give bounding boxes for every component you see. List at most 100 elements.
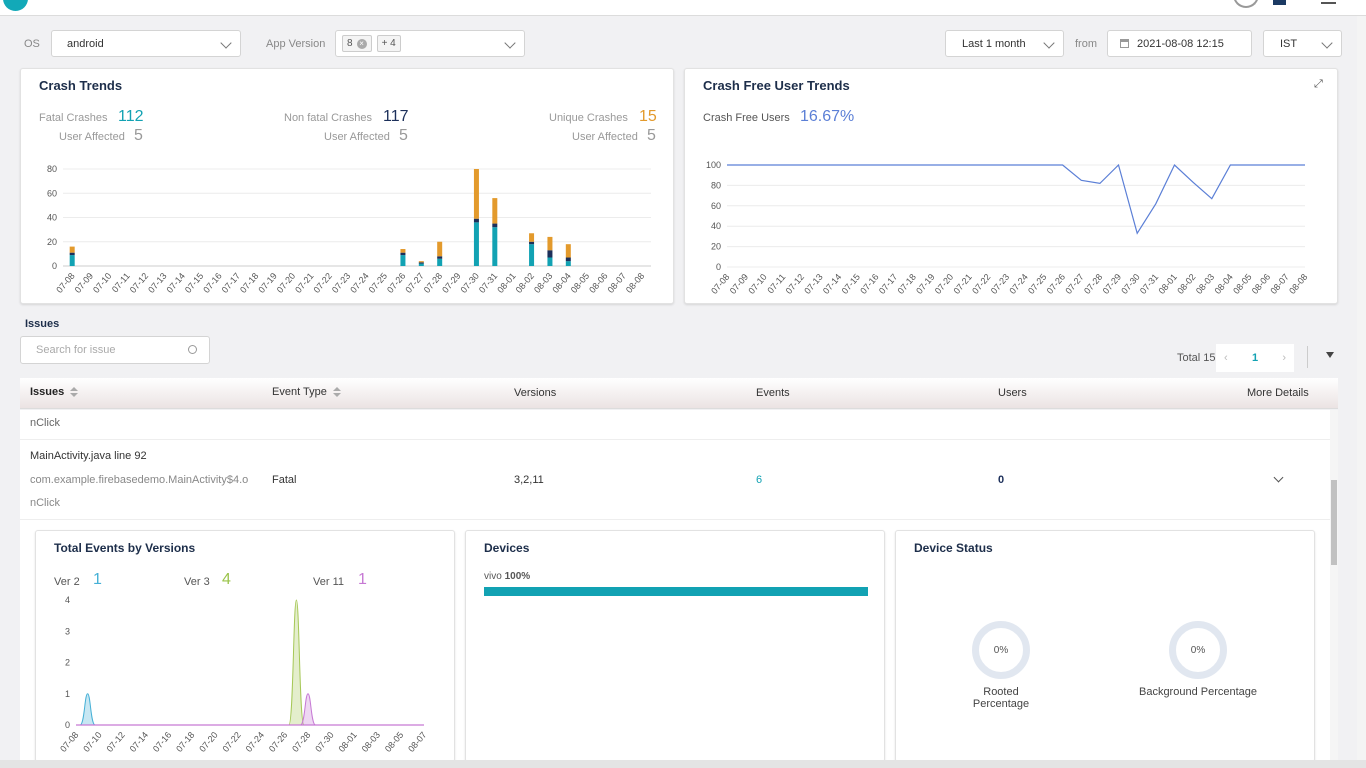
x-tick-label: 07-23 [330,271,352,295]
menu-icon[interactable] [1321,2,1336,4]
x-tick-label: 07-10 [91,271,113,295]
horizontal-scrollbar[interactable] [0,760,1366,768]
x-tick-label: 07-11 [110,271,132,295]
x-tick-label: 07-12 [128,271,150,295]
x-tick-label: 08-03 [1194,272,1216,296]
sort-icon[interactable] [70,386,79,398]
x-tick-label: 07-08 [54,271,76,295]
x-tick-label: 07-31 [477,271,499,295]
issue-search-input[interactable]: Search for issue [20,336,210,364]
x-tick-label: 07-17 [877,272,899,296]
period-select[interactable]: Last 1 month [945,30,1064,57]
x-tick-label: 07-09 [728,272,750,296]
bar-segment [437,241,443,257]
bar-segment [492,223,498,228]
x-tick-label: 07-18 [238,271,260,295]
col-event-type-label: Event Type [272,386,327,398]
bar-segment [547,257,553,266]
y-tick-label: 40 [47,213,57,223]
os-label: OS [24,38,40,50]
os-select[interactable]: android [51,30,241,57]
bar-segment [418,262,424,264]
bar-segment [69,252,75,256]
versions-card: Total Events by Versions Ver 2 1 Ver 3 4… [35,530,455,762]
x-tick-label: 07-24 [348,271,370,295]
x-tick-label: 08-05 [1231,272,1253,296]
chevron-down-icon [504,37,516,49]
x-tick-label: 07-30 [313,730,335,754]
apps-icon[interactable] [1273,0,1286,5]
table-scrollbar[interactable] [1330,410,1338,760]
from-date-input[interactable]: 2021-08-08 12:15 [1107,30,1252,57]
sort-icon[interactable] [332,386,341,398]
crash-trends-chart: 02040608007-0807-0907-1007-1107-1207-130… [47,164,651,295]
x-tick-label: 07-08 [709,272,731,296]
y-tick-label: 3 [65,626,70,636]
bar-segment [492,227,498,266]
bar-segment [565,257,571,262]
x-tick-label: 07-26 [385,271,407,295]
x-tick-label: 07-24 [1007,272,1029,296]
issue-title[interactable]: MainActivity.java line 92 [30,450,147,462]
y-tick-label: 80 [711,180,721,190]
timezone-value: IST [1280,37,1298,50]
bar-segment [473,218,479,223]
x-tick-label: 07-22 [220,730,242,754]
y-tick-label: 60 [47,188,57,198]
app-logo[interactable] [3,0,28,11]
x-tick-label: 07-14 [165,271,187,295]
x-tick-label: 08-05 [569,271,591,295]
x-tick-label: 07-31 [1138,272,1160,296]
current-page[interactable]: 1 [1251,352,1259,364]
total-count: Total 15 [1177,352,1216,364]
x-tick-label: 08-06 [587,271,609,295]
x-tick-label: 08-01 [495,271,517,295]
col-versions: Versions [514,387,557,399]
bar-segment [529,233,535,242]
col-issues[interactable]: Issues [30,386,79,398]
remove-tag-icon[interactable]: × [356,38,367,49]
nonfatal-crashes-value: 117 [383,108,409,125]
version-more-tag: + 4 [376,35,401,52]
issue-events[interactable]: 6 [756,474,763,486]
y-tick-label: 80 [47,164,57,174]
y-tick-label: 0 [65,720,70,730]
table-scrollbar-thumb[interactable] [1331,480,1337,565]
x-tick-label: 08-06 [1250,272,1272,296]
timezone-select[interactable]: IST [1263,30,1342,57]
col-event-type[interactable]: Event Type [272,386,341,398]
filter-icon[interactable] [1326,352,1334,358]
search-placeholder: Search for issue [36,344,116,356]
x-tick-label: 08-05 [383,730,405,754]
x-tick-label: 07-16 [201,271,223,295]
device-bar [484,587,868,596]
x-tick-label: 08-07 [1268,272,1290,296]
x-tick-label: 07-09 [73,271,95,295]
next-page-icon[interactable]: › [1282,352,1286,364]
app-version-select[interactable]: 8 × + 4 [335,30,525,57]
rooted-value: 0% [993,644,1009,656]
prev-page-icon[interactable]: ‹ [1224,352,1228,364]
x-tick-label: 08-03 [360,730,382,754]
bar-segment [418,261,424,263]
x-tick-label: 07-08 [58,730,80,754]
x-tick-label: 07-23 [989,272,1011,296]
device-bar-track [484,587,868,596]
expand-icon[interactable]: ⤢ [1314,78,1323,90]
x-tick-label: 08-01 [1157,272,1179,296]
x-tick-label: 07-14 [821,272,843,296]
x-tick-label: 07-12 [104,730,126,754]
area-peak [299,693,317,726]
y-tick-label: 20 [711,242,721,252]
x-tick-label: 08-04 [550,271,572,295]
x-tick-label: 07-28 [290,730,312,754]
issue-versions: 3,2,11 [514,474,544,486]
fatal-crashes-label: Fatal Crashes [39,112,108,124]
page-scrollbar[interactable] [1357,16,1366,761]
ver2-label: Ver 2 [54,576,80,588]
x-tick-label: 07-19 [914,272,936,296]
from-label: from [1075,38,1097,50]
row-divider [20,439,1330,440]
x-tick-label: 08-07 [606,271,628,295]
devices-title: Devices [484,541,530,555]
